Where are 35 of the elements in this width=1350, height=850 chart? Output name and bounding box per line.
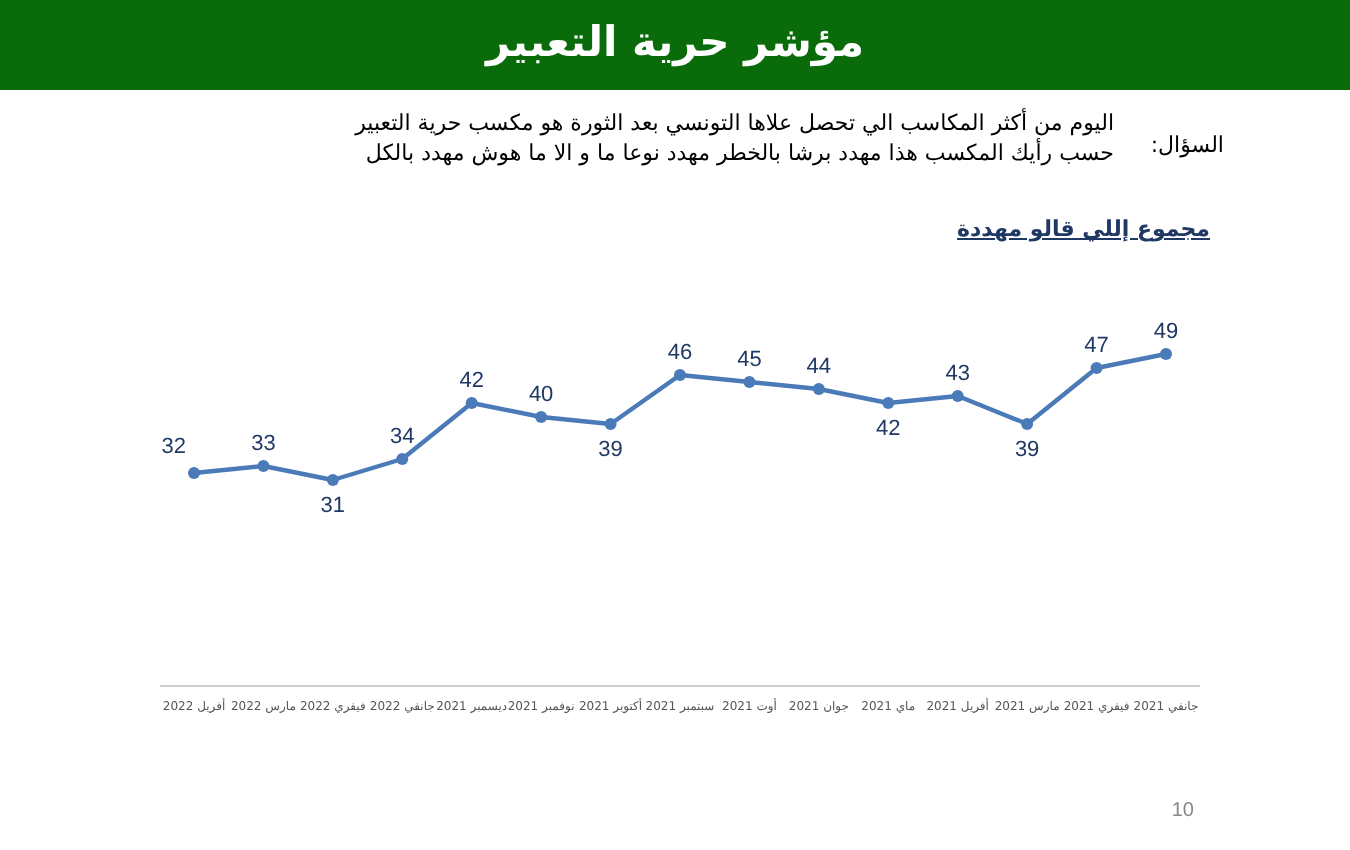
chart-title: مؤشر حرية التعبير xyxy=(482,16,867,68)
point xyxy=(257,460,270,472)
data-label: 45 xyxy=(737,348,762,372)
point xyxy=(674,369,686,381)
text: السؤال: xyxy=(1150,132,1224,158)
data-label: 39 xyxy=(598,438,623,462)
data-label: 49 xyxy=(1153,320,1179,344)
text: مجموع إللي قالو مهددة xyxy=(957,216,1210,242)
point xyxy=(188,467,200,479)
text: 10 xyxy=(1171,800,1194,822)
point xyxy=(535,411,548,423)
point xyxy=(396,453,409,465)
point xyxy=(951,390,964,402)
point xyxy=(1090,362,1103,374)
chart-subtitle: اليوم من أكثر المكاسب الي تحصل علاها التونسي بعد الثورة هو مكسب حرية التعبير حسب رأيك المكسب هذا مهدد برشا بالخطر مهدد نوعا ما و الا ما هوش مهدد بالكل xyxy=(352,108,1114,168)
point xyxy=(812,383,825,395)
data-label: 46 xyxy=(667,341,693,365)
data-label: 33 xyxy=(251,432,276,456)
data-label: 31 xyxy=(320,494,346,518)
data-label: 47 xyxy=(1084,334,1109,358)
point xyxy=(882,397,895,409)
data-label: 32 xyxy=(161,435,186,459)
point xyxy=(743,376,756,388)
point xyxy=(326,474,339,486)
point xyxy=(604,418,617,430)
data-label: 42 xyxy=(876,417,901,441)
data-label: 34 xyxy=(390,425,415,449)
point xyxy=(1021,418,1034,430)
data-label: 43 xyxy=(945,362,970,386)
point xyxy=(1160,348,1172,360)
data-label: 44 xyxy=(806,355,832,379)
data-label: 42 xyxy=(459,369,484,393)
point xyxy=(465,397,478,409)
data-label: 39 xyxy=(1014,438,1040,462)
data-label: 40 xyxy=(528,383,554,407)
